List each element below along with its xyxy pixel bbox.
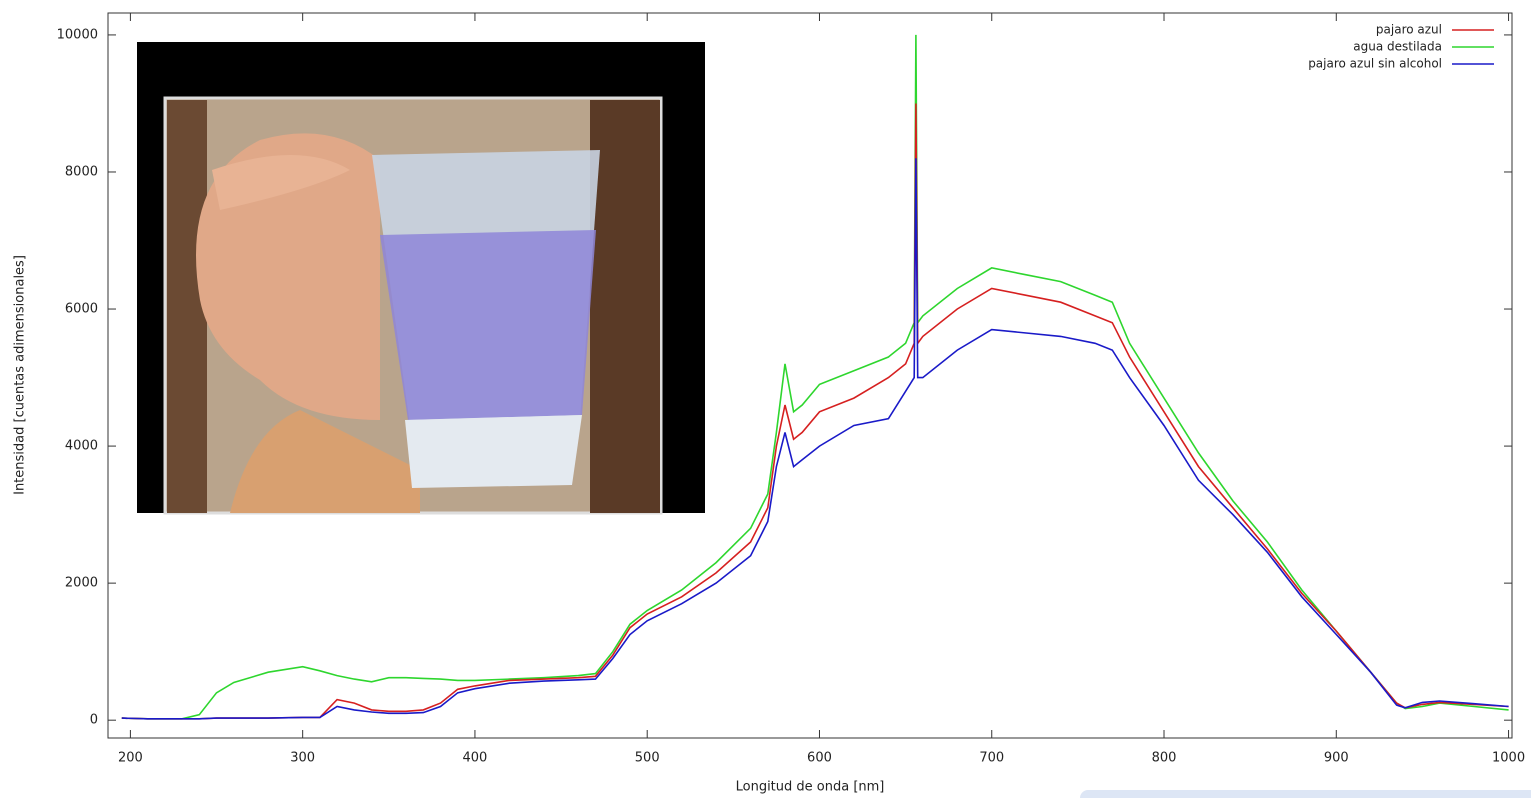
x-axis-label: Longitud de onda [nm] <box>736 780 885 795</box>
x-tick-label: 700 <box>979 751 1004 766</box>
overlay-panel <box>1080 790 1531 802</box>
y-tick-label: 0 <box>90 713 98 728</box>
series-line <box>121 158 1509 720</box>
x-tick-label: 500 <box>635 751 660 766</box>
x-tick-label: 900 <box>1324 751 1349 766</box>
y-tick-label: 10000 <box>57 27 98 42</box>
x-tick-label: 600 <box>807 751 832 766</box>
y-tick-label: 2000 <box>65 576 98 591</box>
plot-frame <box>107 12 1513 739</box>
series-line <box>121 103 1509 720</box>
x-tick-label: 1000 <box>1492 751 1525 766</box>
x-tick-label: 300 <box>290 751 315 766</box>
legend-label: pajaro azul <box>1376 23 1442 37</box>
legend-label: agua destilada <box>1353 40 1442 54</box>
legend-label: pajaro azul sin alcohol <box>1308 57 1442 71</box>
y-tick-label: 6000 <box>65 302 98 317</box>
y-tick-label: 4000 <box>65 439 98 454</box>
inset-photo <box>137 42 705 515</box>
y-axis-label: Intensidad [cuentas adimensionales] <box>13 255 28 495</box>
y-tick-label: 8000 <box>65 164 98 179</box>
x-tick-label: 800 <box>1152 751 1177 766</box>
series-line <box>121 34 1509 720</box>
x-tick-label: 400 <box>463 751 488 766</box>
x-tick-label: 200 <box>118 751 143 766</box>
